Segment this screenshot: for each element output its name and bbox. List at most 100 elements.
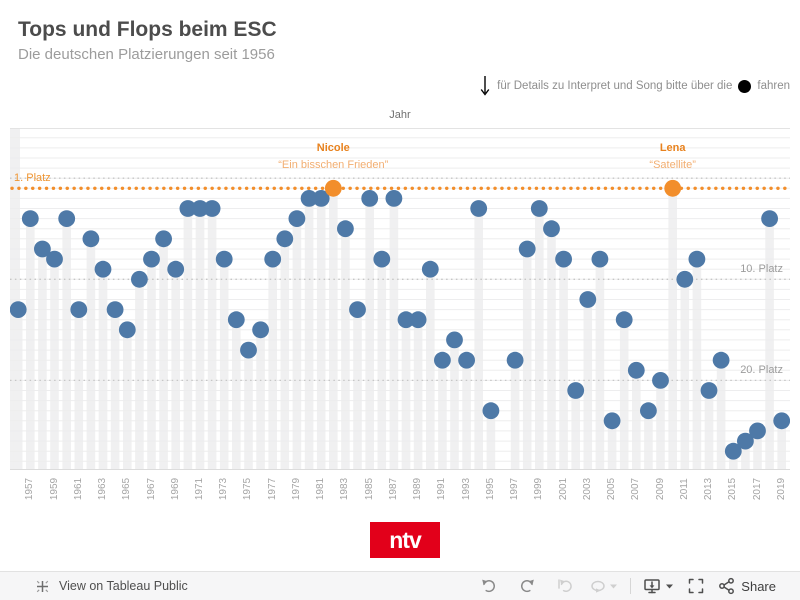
- data-point-1993[interactable]: [458, 351, 475, 369]
- x-tick-label: 2009: [654, 477, 666, 501]
- data-point-1980[interactable]: [300, 190, 318, 207]
- data-point-2007[interactable]: [627, 361, 645, 379]
- view-on-tableau-link[interactable]: View on Tableau Public: [34, 578, 188, 595]
- data-point-1985[interactable]: [361, 190, 379, 207]
- x-tick-label: 1963: [97, 477, 109, 501]
- data-point-2005[interactable]: [603, 412, 621, 430]
- year-band: [329, 188, 338, 470]
- year-band: [123, 329, 132, 470]
- data-point-2002[interactable]: [567, 382, 585, 399]
- data-point-1956[interactable]: [10, 301, 27, 318]
- download-button[interactable]: [639, 574, 677, 598]
- data-point-2006[interactable]: [615, 311, 633, 329]
- data-point-2001[interactable]: [555, 250, 572, 268]
- data-point-1990[interactable]: [421, 260, 439, 278]
- redo-button[interactable]: [508, 574, 546, 598]
- refresh-button[interactable]: [584, 574, 622, 598]
- data-point-1958[interactable]: [34, 240, 51, 258]
- year-band: [74, 309, 84, 470]
- data-point-1989[interactable]: [409, 311, 427, 329]
- data-point-1970[interactable]: [179, 200, 197, 217]
- x-tick-label: 1975: [242, 477, 254, 501]
- year-band: [365, 198, 374, 470]
- x-tick-label: 2005: [606, 477, 618, 501]
- data-point-2004[interactable]: [591, 250, 609, 268]
- data-point-1964[interactable]: [106, 301, 124, 318]
- data-point-1987[interactable]: [385, 190, 403, 207]
- data-point-1978[interactable]: [276, 230, 294, 248]
- data-point-2003[interactable]: [579, 291, 597, 308]
- data-point-2000[interactable]: [543, 220, 560, 238]
- data-point-1965[interactable]: [118, 321, 136, 339]
- data-point-1977[interactable]: [264, 250, 282, 268]
- year-band: [268, 259, 277, 470]
- data-point-2011[interactable]: [676, 270, 694, 288]
- data-point-1976[interactable]: [252, 321, 269, 339]
- data-point-1986[interactable]: [373, 250, 391, 268]
- year-band: [547, 228, 556, 470]
- data-point-1974[interactable]: [227, 311, 245, 329]
- undo-button[interactable]: [470, 574, 508, 598]
- data-point-1973[interactable]: [215, 250, 233, 268]
- data-point-1988[interactable]: [397, 311, 415, 329]
- fullscreen-button[interactable]: [677, 574, 715, 598]
- data-point-2009[interactable]: [652, 372, 669, 389]
- data-point-2018[interactable]: [761, 210, 778, 227]
- year-band: [98, 269, 108, 470]
- data-point-1971[interactable]: [191, 200, 209, 217]
- x-tick-label: 1961: [72, 477, 84, 501]
- data-point-1969[interactable]: [167, 260, 185, 278]
- data-point-1960[interactable]: [58, 210, 76, 227]
- data-point-1994[interactable]: [470, 200, 488, 217]
- share-icon: [719, 577, 735, 595]
- data-point-1968[interactable]: [155, 230, 173, 248]
- data-point-1981[interactable]: [312, 190, 330, 207]
- reset-button[interactable]: [546, 574, 584, 598]
- data-point-1962[interactable]: [82, 230, 100, 248]
- data-point-1995[interactable]: [482, 402, 500, 420]
- data-point-1979[interactable]: [288, 210, 306, 227]
- data-point-1972[interactable]: [203, 200, 221, 217]
- data-point-2015[interactable]: [724, 442, 742, 460]
- data-point-1961[interactable]: [70, 301, 88, 318]
- year-band: [632, 370, 641, 470]
- share-label: Share: [741, 578, 776, 594]
- year-band: [353, 309, 362, 470]
- x-tick-label: 1999: [533, 477, 545, 501]
- x-axis-title: Jahr: [389, 109, 411, 121]
- data-point-2016[interactable]: [737, 432, 754, 450]
- data-point-1997[interactable]: [506, 351, 524, 369]
- toolbar-divider: [630, 578, 632, 594]
- x-tick-label: 1979: [290, 477, 302, 501]
- scatter-plot[interactable]: Nicole “Ein bisschen Frieden” Lena “Satelli…: [10, 128, 790, 470]
- redo-icon: [521, 579, 535, 593]
- data-point-1966[interactable]: [131, 270, 148, 288]
- data-point-2013[interactable]: [700, 382, 718, 399]
- data-point-2014[interactable]: [712, 351, 730, 369]
- data-point-1975[interactable]: [240, 341, 257, 359]
- data-point-2008[interactable]: [640, 402, 657, 420]
- data-point-1983[interactable]: [337, 220, 354, 238]
- data-point-1998[interactable]: [518, 240, 536, 258]
- reference-label: 1. Platz: [14, 171, 51, 184]
- data-point-1991[interactable]: [434, 351, 451, 369]
- down-arrow-icon: [480, 76, 490, 96]
- year-band: [438, 360, 447, 470]
- data-point-1967[interactable]: [143, 250, 160, 268]
- view-on-tableau-label: View on Tableau Public: [59, 579, 188, 593]
- data-point-1984[interactable]: [349, 301, 366, 318]
- data-point-1963[interactable]: [94, 260, 112, 278]
- data-point-1957[interactable]: [21, 210, 39, 227]
- share-button[interactable]: Share: [715, 574, 778, 598]
- year-band: [729, 451, 738, 470]
- data-point-2010[interactable]: [664, 179, 682, 197]
- data-point-1959[interactable]: [46, 250, 63, 268]
- data-point-2017[interactable]: [749, 422, 766, 440]
- data-point-2012[interactable]: [688, 250, 706, 268]
- download-icon: [644, 579, 674, 594]
- data-point-1982[interactable]: [324, 179, 342, 197]
- data-point-1999[interactable]: [530, 200, 548, 217]
- data-point-2019[interactable]: [773, 412, 790, 430]
- data-point-1992[interactable]: [446, 331, 463, 349]
